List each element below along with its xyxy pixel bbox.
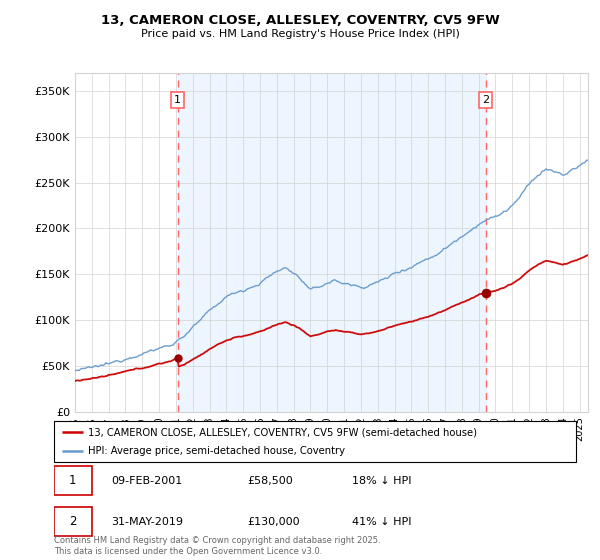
Text: 2: 2 — [69, 515, 77, 528]
Text: 13, CAMERON CLOSE, ALLESLEY, COVENTRY, CV5 9FW (semi-detached house): 13, CAMERON CLOSE, ALLESLEY, COVENTRY, C… — [88, 427, 477, 437]
Text: HPI: Average price, semi-detached house, Coventry: HPI: Average price, semi-detached house,… — [88, 446, 345, 456]
Text: 1: 1 — [69, 474, 77, 487]
Text: 2: 2 — [482, 95, 489, 105]
Text: £58,500: £58,500 — [247, 476, 293, 486]
Text: 31-MAY-2019: 31-MAY-2019 — [112, 516, 184, 526]
Text: Contains HM Land Registry data © Crown copyright and database right 2025.
This d: Contains HM Land Registry data © Crown c… — [54, 536, 380, 556]
FancyBboxPatch shape — [54, 421, 576, 462]
Text: 1: 1 — [174, 95, 181, 105]
Text: 41% ↓ HPI: 41% ↓ HPI — [352, 516, 411, 526]
FancyBboxPatch shape — [54, 466, 92, 496]
Bar — [178, 73, 485, 412]
Text: 09-FEB-2001: 09-FEB-2001 — [112, 476, 182, 486]
Text: 13, CAMERON CLOSE, ALLESLEY, COVENTRY, CV5 9FW: 13, CAMERON CLOSE, ALLESLEY, COVENTRY, C… — [101, 14, 499, 27]
Text: Price paid vs. HM Land Registry's House Price Index (HPI): Price paid vs. HM Land Registry's House … — [140, 29, 460, 39]
FancyBboxPatch shape — [54, 507, 92, 536]
Text: 18% ↓ HPI: 18% ↓ HPI — [352, 476, 411, 486]
Text: £130,000: £130,000 — [247, 516, 300, 526]
